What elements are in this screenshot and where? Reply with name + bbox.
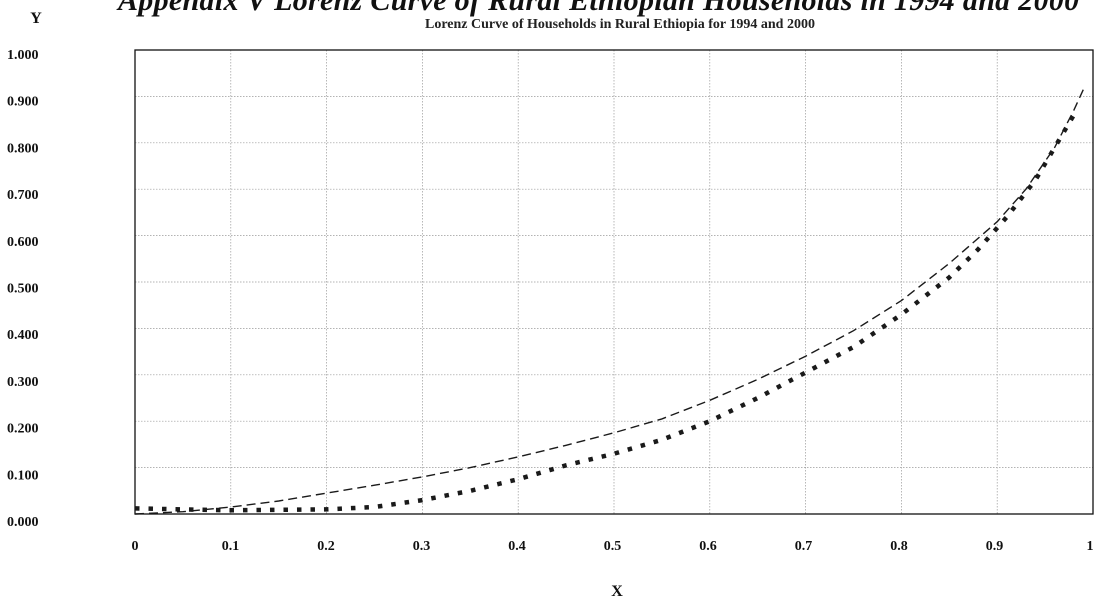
- x-tick-label: 1: [1087, 539, 1094, 554]
- series-line-dotted: [134, 113, 1076, 513]
- x-tick-label: 0.9: [986, 539, 1004, 554]
- y-tick-label: 0.700: [7, 188, 39, 203]
- y-tick-label: 0.900: [7, 95, 39, 110]
- y-axis-ticks: 0.000 0.100 0.200 0.300 0.400 0.500 0.600 0.700…: [7, 48, 39, 530]
- x-tick-label: 0.2: [317, 539, 335, 554]
- y-tick-label: 1.000: [7, 48, 39, 63]
- x-tick-label: 0.4: [508, 539, 526, 554]
- x-tick-label: 0.3: [413, 539, 431, 554]
- gridlines: [135, 50, 1093, 514]
- x-axis-label: X: [611, 583, 623, 600]
- y-tick-label: 0.000: [7, 515, 39, 530]
- series-line-dashed: [134, 89, 1085, 515]
- x-tick-label: 0.8: [890, 539, 908, 554]
- y-tick-label: 0.800: [7, 141, 39, 156]
- y-axis-label: Y: [30, 10, 42, 27]
- plot-frame: [134, 49, 1094, 515]
- main-title: Appendix V Lorenz Curve of Rural Ethiopi…: [118, 0, 1080, 17]
- x-tick-label: 0.5: [604, 539, 622, 554]
- chart-subtitle: Lorenz Curve of Households in Rural Ethi…: [425, 17, 815, 32]
- y-tick-label: 0.200: [7, 422, 39, 437]
- y-tick-label: 0.300: [7, 375, 39, 390]
- x-tick-label: 0.6: [699, 539, 717, 554]
- x-tick-label: 0: [132, 539, 139, 554]
- series-layer: [134, 89, 1085, 515]
- y-tick-label: 0.500: [7, 282, 39, 297]
- y-tick-label: 0.600: [7, 235, 39, 250]
- x-tick-label: 0.7: [795, 539, 813, 554]
- x-axis-ticks: 0 0.1 0.2 0.3 0.4 0.5 0.6 0.7 0.8 0.9 1: [132, 539, 1094, 554]
- x-tick-label: 0.1: [222, 539, 240, 554]
- y-tick-label: 0.400: [7, 328, 39, 343]
- y-tick-label: 0.100: [7, 468, 39, 483]
